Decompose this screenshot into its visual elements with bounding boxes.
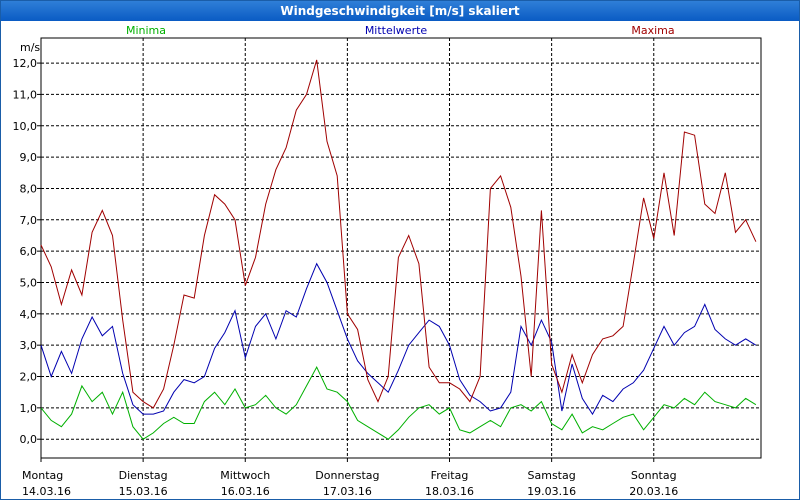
y-axis-ticks: 0,0 1,0 2,0 3,0 4,0 5,0 6,0 7,0 8,0 9,0 10,0 11,0 12… — [13, 57, 41, 446]
y-tick-label: 7,0 — [20, 214, 38, 227]
legend-item-maxima: Maxima — [631, 24, 674, 37]
y-tick-label: 12,0 — [13, 57, 38, 70]
x-tick-day: Dienstag — [119, 469, 168, 482]
window-title: Windgeschwindigkeit [m/s] skaliert — [1, 1, 799, 21]
x-tick-date: 20.03.16 — [629, 485, 678, 498]
y-tick-label: 11,0 — [13, 88, 38, 101]
y-tick-label: 2,0 — [20, 371, 38, 384]
y-tick-label: 5,0 — [20, 276, 38, 289]
x-tick-day: Sonntag — [631, 469, 677, 482]
x-tick-day: Donnerstag — [315, 469, 379, 482]
x-tick-day: Montag — [22, 469, 63, 482]
grid — [41, 38, 761, 458]
legend-item-minima: Minima — [126, 24, 166, 37]
plot-area — [40, 37, 762, 459]
series-line-minima — [40, 365, 757, 440]
y-tick-label: 0,0 — [20, 433, 38, 446]
y-tick-label: 3,0 — [20, 339, 38, 352]
x-tick-day: Samstag — [528, 469, 576, 482]
legend-item-mittelwerte: Mittelwerte — [365, 24, 428, 37]
x-tick-date: 19.03.16 — [527, 485, 576, 498]
x-tick-day: Freitag — [431, 469, 469, 482]
y-tick-label: 4,0 — [20, 308, 38, 321]
x-axis-ticks: Montag 14.03.16 Dienstag 15.03.16 Mittwoch 16… — [22, 458, 678, 498]
x-tick-date: 17.03.16 — [323, 485, 372, 498]
y-tick-label: 10,0 — [13, 120, 38, 133]
y-tick-label: 6,0 — [20, 245, 38, 258]
x-tick-date: 16.03.16 — [221, 485, 270, 498]
y-axis-label: m/s — [20, 41, 40, 54]
y-tick-label: 8,0 — [20, 182, 38, 195]
x-tick-day: Mittwoch — [220, 469, 270, 482]
x-tick-date: 14.03.16 — [22, 485, 71, 498]
y-tick-label: 1,0 — [20, 402, 38, 415]
series-line-maxima — [40, 59, 757, 409]
y-tick-label: 9,0 — [20, 151, 38, 164]
x-tick-date: 15.03.16 — [119, 485, 168, 498]
legend: Minima Mittelwerte Maxima — [126, 24, 675, 37]
series-lines — [40, 59, 757, 440]
series-line-mittelwerte — [40, 262, 757, 416]
x-tick-date: 18.03.16 — [425, 485, 474, 498]
